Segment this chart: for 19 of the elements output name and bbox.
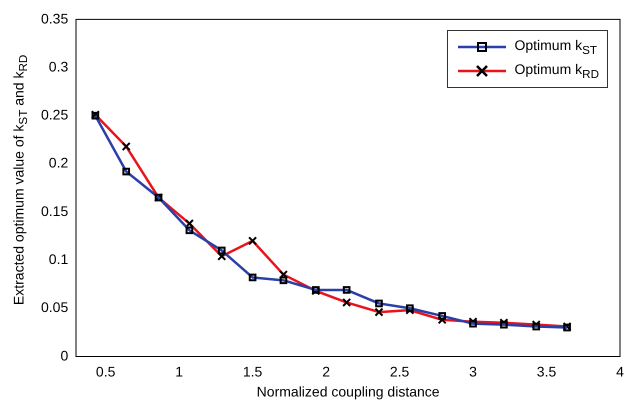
x-tick-label: 1.5 — [242, 364, 263, 380]
y-tick-label: 0.15 — [41, 202, 68, 219]
legend-label: Optimum k$_{RD}$ — [514, 61, 599, 81]
x-tick-label: 1 — [175, 364, 184, 380]
x-tick-label: 3 — [469, 364, 478, 380]
y-tick-label: 0.2 — [48, 154, 68, 171]
x-tick-label: 3.5 — [536, 364, 556, 380]
x-axis-title: Normalized coupling distance — [256, 383, 440, 400]
y-tick-label: 0.05 — [41, 299, 68, 316]
y-tick-label: 0.25 — [41, 106, 68, 123]
y-tick-label: 0 — [60, 347, 68, 364]
x-tick-label: 4 — [616, 364, 624, 380]
y-tick-label: 0.1 — [48, 250, 68, 267]
y-tick-label: 0.35 — [41, 10, 68, 26]
x-tick-label: 0.5 — [96, 364, 116, 380]
x-tick-label: 2.5 — [390, 364, 410, 380]
x-tick-label: 2 — [322, 364, 330, 380]
legend-label: Optimum k$_{ST}$ — [514, 37, 598, 57]
y-tick-label: 0.3 — [48, 58, 68, 74]
